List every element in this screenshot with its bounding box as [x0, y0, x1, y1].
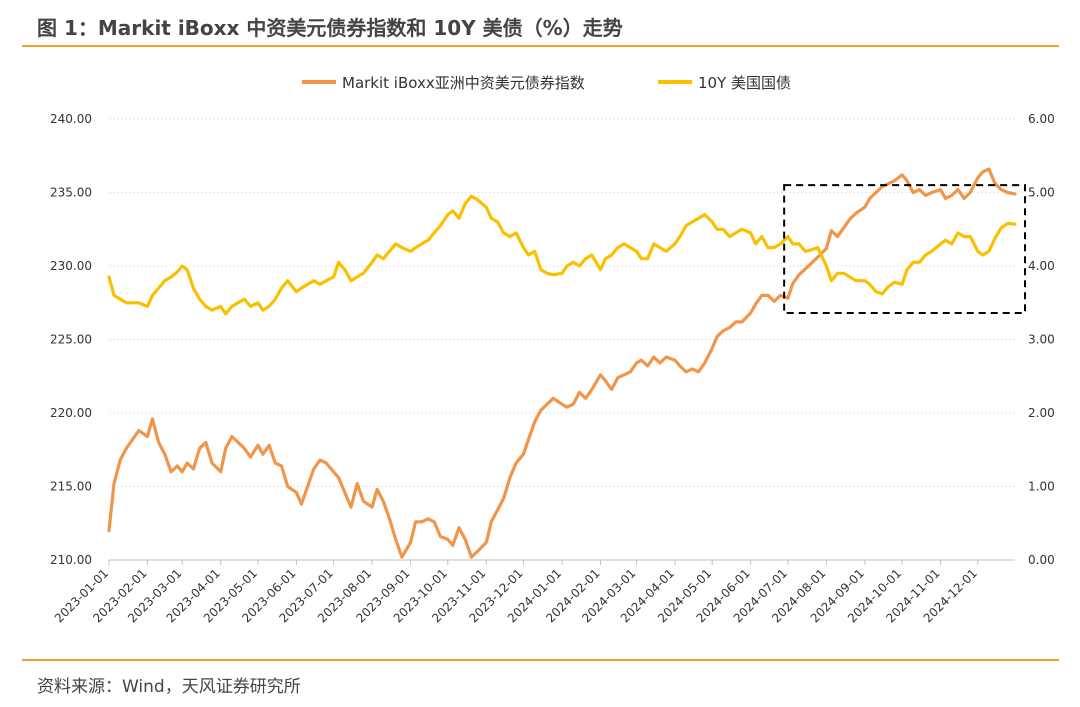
y-right-tick-label: 3.00 — [1028, 333, 1055, 347]
legend-label-index: Markit iBoxx亚洲中资美元债券指数 — [342, 74, 585, 92]
y-right-tick-label: 4.00 — [1028, 259, 1055, 273]
y-right-tick-label: 2.00 — [1028, 406, 1055, 420]
y-left-tick-label: 235.00 — [50, 186, 92, 200]
y-left-tick-label: 210.00 — [50, 553, 92, 567]
highlight-box — [783, 184, 1027, 315]
y-left-tick-label: 230.00 — [50, 259, 92, 273]
series-line-treasury — [107, 194, 1017, 316]
y-left-tick-label: 240.00 — [50, 112, 92, 126]
y-right-tick-label: 5.00 — [1028, 186, 1055, 200]
y-left-tick-label: 215.00 — [50, 480, 92, 494]
figure-title: 图 1：Markit iBoxx 中资美元债券指数和 10Y 美债（%）走势 — [37, 16, 623, 40]
y-right-tick-label: 1.00 — [1028, 480, 1055, 494]
y-left-tick-label: 225.00 — [50, 333, 92, 347]
legend-label-treasury: 10Y 美国国债 — [698, 74, 791, 92]
legend: Markit iBoxx亚洲中资美元债券指数 10Y 美国国债 — [302, 74, 791, 92]
title-rule — [22, 45, 1059, 47]
y-right-tick-label: 6.00 — [1028, 112, 1055, 126]
y-right-tick-label: 0.00 — [1028, 553, 1055, 567]
footer-rule — [22, 659, 1059, 661]
source-note: 资料来源：Wind，天风证券研究所 — [37, 677, 301, 697]
y-left-tick-label: 220.00 — [50, 406, 92, 420]
series-line-index — [107, 167, 1017, 559]
